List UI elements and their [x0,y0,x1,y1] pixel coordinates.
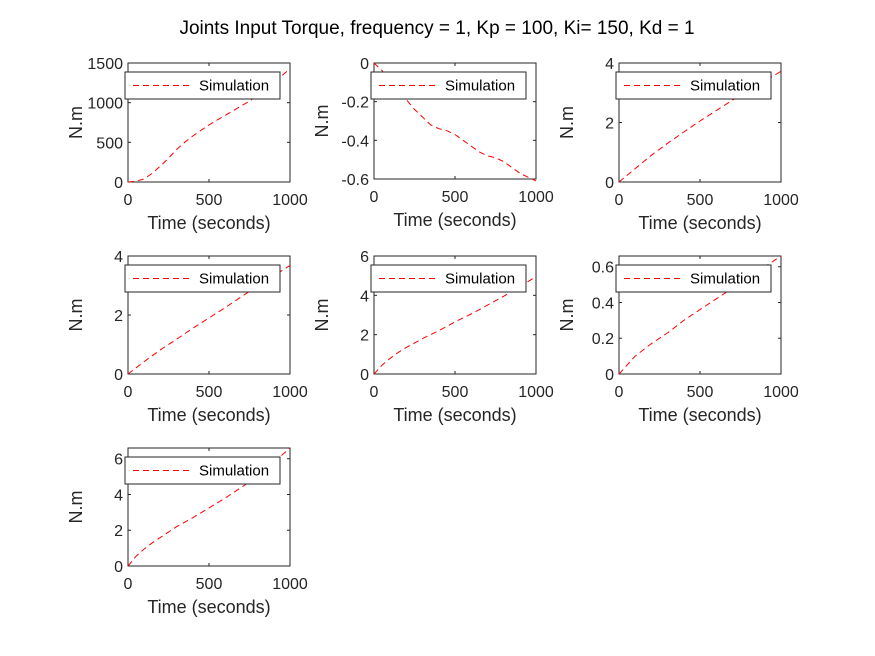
y-tick-label: 1500 [87,56,123,73]
y-tick-label: 2 [114,523,123,540]
legend-label: Simulation [690,271,760,288]
y-tick-label: 1000 [87,96,123,113]
legend: Simulation [615,264,772,293]
y-tick-label: 4 [114,249,123,266]
series-line-simulation [618,255,782,375]
legend: Simulation [124,456,281,485]
legend-box [370,264,527,293]
legend: Simulation [615,71,772,100]
legend-label: Simulation [445,78,515,95]
y-axis-label: N.m [66,299,86,332]
legend-label: Simulation [445,271,515,288]
y-tick-label: 6 [114,452,123,469]
y-tick-label: 500 [96,135,123,152]
x-axis-label: Time (seconds) [147,405,270,425]
y-tick-label: 2 [114,308,123,325]
x-tick-label: 0 [124,384,133,401]
x-axis-label: Time (seconds) [638,405,761,425]
legend-label: Simulation [199,271,269,288]
legend: Simulation [124,71,281,100]
figure-title: Joints Input Torque, frequency = 1, Kp =… [179,18,694,39]
subplot-4: 0 500 1000 0 2 4 Time (seconds) N.m Simulation [66,249,308,425]
legend-box [124,264,281,293]
y-axis-label: N.m [312,105,332,138]
subplot-7: 0 500 1000 0 2 4 6 Time (seconds) N.m Simulation [66,447,308,617]
x-tick-label: 500 [442,189,469,206]
subplot-5: 0 500 1000 0 2 4 6 Time (seconds) N.m Simulation [312,249,554,425]
y-tick-label: -0.4 [341,133,369,150]
y-tick-label: 4 [114,487,123,504]
y-tick-label: 0.2 [592,331,614,348]
x-tick-label: 0 [124,192,133,209]
y-tick-label: -0.6 [341,172,369,189]
subplot-grid: 0 500 1000 0 500 1000 1500 Time (seconds) N.m Sim… [66,56,799,617]
x-tick-label: 500 [196,384,223,401]
legend-box [370,71,527,100]
x-axis-label: Time (seconds) [393,210,516,230]
x-tick-label: 1000 [272,192,308,209]
x-tick-label: 1000 [763,192,799,209]
legend: Simulation [370,264,527,293]
y-tick-label: 6 [360,249,369,266]
y-tick-label: 4 [605,56,614,73]
y-tick-label: 0 [605,367,614,384]
x-axis-label: Time (seconds) [638,213,761,233]
legend-box [615,71,772,100]
x-tick-label: 1000 [518,189,554,206]
x-axis-label: Time (seconds) [393,405,516,425]
y-tick-label: 0.6 [592,260,614,277]
legend-box [124,71,281,100]
x-tick-label: 0 [370,384,379,401]
subplot-2: 0 500 1000 -0.6 -0.4 -0.2 0 Time (seconds) N.m Si… [312,56,554,230]
y-tick-label: 0 [114,559,123,576]
x-tick-label: 0 [124,576,133,593]
y-tick-label: 0 [114,367,123,384]
x-axis-label: Time (seconds) [147,213,270,233]
x-tick-label: 0 [615,192,624,209]
x-tick-label: 500 [442,384,469,401]
legend-label: Simulation [690,78,760,95]
x-tick-label: 500 [196,576,223,593]
y-tick-label: 2 [360,328,369,345]
x-tick-label: 1000 [272,384,308,401]
x-tick-label: 1000 [763,384,799,401]
series-line-simulation [373,276,537,375]
y-tick-label: -0.2 [341,95,369,112]
y-tick-label: 0 [360,367,369,384]
series-line-simulation [127,447,291,567]
legend: Simulation [124,264,281,293]
legend-label: Simulation [199,463,269,480]
y-axis-label: N.m [557,299,577,332]
x-tick-label: 0 [370,189,379,206]
x-tick-label: 1000 [518,384,554,401]
subplot-6: 0 500 1000 0 0.2 0.4 0.6 Time (seconds) N.m Simul… [557,255,799,425]
legend-box [124,456,281,485]
y-tick-label: 4 [360,288,369,305]
subplot-1: 0 500 1000 0 500 1000 1500 Time (seconds) N.m Sim… [66,56,308,233]
y-axis-label: N.m [66,491,86,524]
x-axis-label: Time (seconds) [147,597,270,617]
y-tick-label: 0.4 [592,295,614,312]
y-axis-label: N.m [557,106,577,139]
legend-box [615,264,772,293]
y-tick-label: 2 [605,116,614,133]
y-tick-label: 0 [114,175,123,192]
x-tick-label: 0 [615,384,624,401]
x-tick-label: 500 [687,192,714,209]
x-tick-label: 500 [687,384,714,401]
x-tick-label: 500 [196,192,223,209]
y-tick-label: 0 [605,175,614,192]
subplot-3: 0 500 1000 0 2 4 Time (seconds) N.m Simulation [557,56,799,233]
legend: Simulation [370,71,527,100]
y-tick-label: 0 [360,56,369,73]
y-axis-label: N.m [312,299,332,332]
legend-label: Simulation [199,78,269,95]
y-axis-label: N.m [66,106,86,139]
x-tick-label: 1000 [272,576,308,593]
